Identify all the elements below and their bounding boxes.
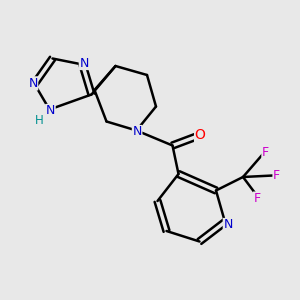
- Text: O: O: [195, 128, 206, 142]
- Text: N: N: [46, 104, 55, 118]
- Text: F: F: [254, 192, 261, 205]
- Text: H: H: [34, 113, 43, 127]
- Text: N: N: [132, 125, 142, 139]
- Text: N: N: [79, 56, 89, 70]
- Text: N: N: [223, 218, 233, 232]
- Text: F: F: [273, 169, 280, 182]
- Text: F: F: [262, 146, 269, 159]
- Text: N: N: [28, 77, 38, 90]
